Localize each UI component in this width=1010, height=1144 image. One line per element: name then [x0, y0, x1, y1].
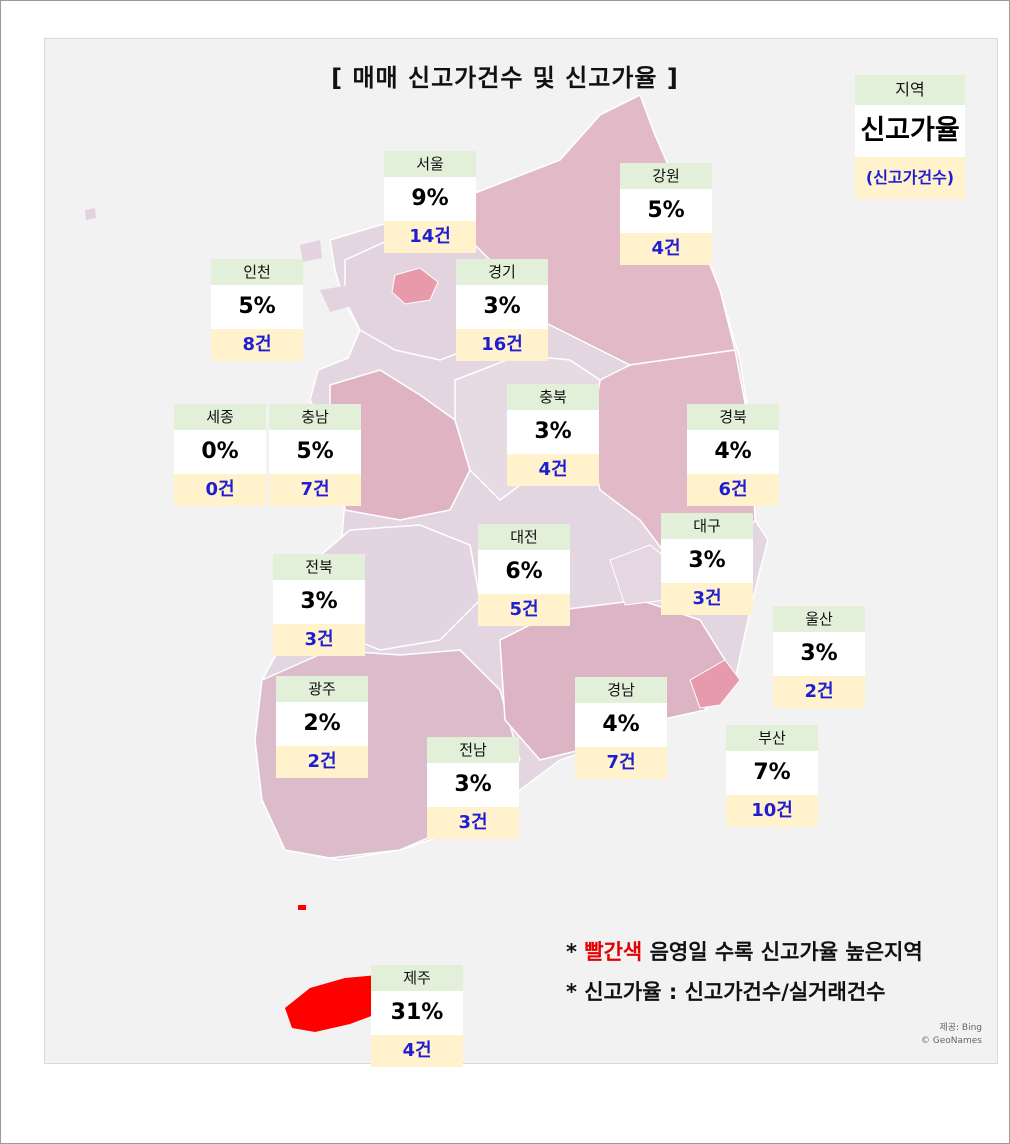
region-count: 4건	[371, 1035, 463, 1067]
region-count: 4건	[507, 454, 599, 486]
region-name: 강원	[620, 163, 712, 189]
region-name: 경북	[687, 404, 779, 430]
region-count: 6건	[687, 474, 779, 506]
map-region-busan	[689, 659, 741, 709]
region-name: 경기	[456, 259, 548, 285]
region-name: 충남	[269, 404, 361, 430]
region-count: 2건	[773, 676, 865, 708]
map-credit: 제공: Bing © GeoNames	[921, 1022, 982, 1048]
region-count: 7건	[269, 474, 361, 506]
region-name: 대전	[478, 524, 570, 550]
region-count: 3건	[661, 583, 753, 615]
region-name: 전남	[427, 737, 519, 763]
region-count: 8건	[211, 329, 303, 361]
card-gwangju: 광주 2% 2건	[276, 676, 368, 778]
region-rate: 5%	[620, 189, 712, 233]
region-name: 광주	[276, 676, 368, 702]
note-red-word: 빨간색	[584, 940, 643, 964]
region-count: 4건	[620, 233, 712, 265]
region-rate: 4%	[575, 703, 667, 747]
map-region-jeju	[285, 975, 390, 1032]
region-count: 7건	[575, 747, 667, 779]
region-name: 전북	[273, 554, 365, 580]
region-rate: 3%	[661, 539, 753, 583]
card-gyeongbuk: 경북 4% 6건	[687, 404, 779, 506]
card-jeonbuk: 전북 3% 3건	[273, 554, 365, 656]
card-gyeongnam: 경남 4% 7건	[575, 677, 667, 779]
card-daegu: 대구 3% 3건	[661, 513, 753, 615]
region-count: 0건	[174, 474, 266, 506]
region-count: 10건	[726, 795, 818, 827]
note-rest: 음영일 수록 신고가율 높은지역	[642, 940, 923, 964]
region-name: 경남	[575, 677, 667, 703]
credit-provider: 제공: Bing	[939, 1023, 982, 1033]
legend-box: 지역 신고가율 (신고가건수)	[855, 75, 965, 199]
region-name: 세종	[174, 404, 266, 430]
region-rate: 5%	[269, 430, 361, 474]
region-rate: 31%	[371, 991, 463, 1035]
card-jeju: 제주 31% 4건	[371, 965, 463, 1067]
note-shading: * 빨간색 음영일 수록 신고가율 높은지역	[566, 936, 923, 966]
card-chungnam: 충남 5% 7건	[269, 404, 361, 506]
region-rate: 9%	[384, 177, 476, 221]
note-prefix: *	[566, 940, 585, 964]
region-name: 제주	[371, 965, 463, 991]
card-jeonnam: 전남 3% 3건	[427, 737, 519, 839]
map-island	[85, 208, 96, 220]
map-island	[320, 285, 355, 312]
card-gyeonggi: 경기 3% 16건	[456, 259, 548, 361]
region-rate: 0%	[174, 430, 266, 474]
card-seoul: 서울 9% 14건	[384, 151, 476, 253]
legend-region-label: 지역	[855, 75, 965, 105]
region-count: 2건	[276, 746, 368, 778]
card-chungbuk: 충북 3% 4건	[507, 384, 599, 486]
region-rate: 4%	[687, 430, 779, 474]
card-sejong: 세종 0% 0건	[174, 404, 266, 506]
region-name: 대구	[661, 513, 753, 539]
region-count: 3건	[273, 624, 365, 656]
region-name: 부산	[726, 725, 818, 751]
card-incheon: 인천 5% 8건	[211, 259, 303, 361]
card-gangwon: 강원 5% 4건	[620, 163, 712, 265]
map-region-seoul	[391, 267, 439, 305]
region-name: 인천	[211, 259, 303, 285]
region-name: 울산	[773, 606, 865, 632]
map-island-dot	[298, 905, 306, 910]
region-count: 16건	[456, 329, 548, 361]
region-rate: 3%	[507, 410, 599, 454]
region-rate: 3%	[773, 632, 865, 676]
region-name: 서울	[384, 151, 476, 177]
region-count: 3건	[427, 807, 519, 839]
region-rate: 2%	[276, 702, 368, 746]
map-title: [ 매매 신고가건수 및 신고가율 ]	[331, 64, 679, 92]
region-count: 5건	[478, 594, 570, 626]
region-rate: 3%	[456, 285, 548, 329]
map-island	[300, 240, 322, 262]
note-definition: * 신고가율 : 신고가건수/실거래건수	[566, 980, 886, 1004]
credit-geonames: © GeoNames	[920, 1036, 982, 1046]
region-rate: 3%	[427, 763, 519, 807]
card-busan: 부산 7% 10건	[726, 725, 818, 827]
region-rate: 3%	[273, 580, 365, 624]
region-count: 14건	[384, 221, 476, 253]
card-ulsan: 울산 3% 2건	[773, 606, 865, 708]
card-daejeon: 대전 6% 5건	[478, 524, 570, 626]
region-rate: 6%	[478, 550, 570, 594]
region-name: 충북	[507, 384, 599, 410]
region-rate: 5%	[211, 285, 303, 329]
legend-rate-label: 신고가율	[855, 105, 965, 157]
region-rate: 7%	[726, 751, 818, 795]
legend-count-label: (신고가건수)	[855, 157, 965, 199]
